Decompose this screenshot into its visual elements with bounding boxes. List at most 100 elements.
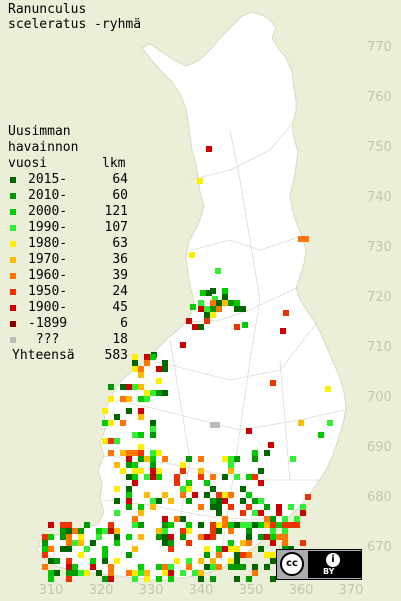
observation-square [48, 576, 54, 582]
observation-square [144, 390, 150, 396]
observation-square [210, 504, 216, 510]
observation-square [144, 456, 150, 462]
observation-square [138, 534, 144, 540]
observation-square [132, 516, 138, 522]
observation-square [228, 528, 234, 534]
observation-square [138, 522, 144, 528]
observation-square [66, 522, 72, 528]
observation-square [84, 570, 90, 576]
title-line-1: Ranunculus [8, 2, 87, 17]
observation-square [222, 300, 228, 306]
observation-square [114, 534, 120, 540]
observation-square [216, 546, 222, 552]
observation-square [300, 510, 306, 516]
legend-item-count: 18 [112, 332, 128, 347]
legend-item-label: 1990- [28, 220, 68, 235]
observation-square [162, 570, 168, 576]
observation-square [138, 456, 144, 462]
observation-square [42, 552, 48, 558]
observation-square [215, 268, 221, 274]
observation-square [126, 384, 132, 390]
observation-square [258, 522, 264, 528]
observation-square [228, 522, 234, 528]
observation-square [180, 534, 186, 540]
observation-square [282, 540, 288, 546]
observation-square [258, 546, 264, 552]
observation-square [162, 492, 168, 498]
observation-square [283, 310, 289, 316]
observation-square [42, 534, 48, 540]
observation-square [240, 552, 246, 558]
legend-item-label: 1960- [28, 268, 68, 283]
observation-square [162, 534, 168, 540]
observation-square [198, 534, 204, 540]
observation-square [204, 312, 210, 318]
legend-swatch [10, 273, 16, 279]
observation-square [198, 474, 204, 480]
observation-square [180, 468, 186, 474]
legend-item-label: ??? [28, 332, 60, 347]
observation-square [216, 552, 222, 558]
observation-square [252, 498, 258, 504]
observation-square [144, 576, 150, 582]
observation-square [214, 422, 220, 428]
observation-square [132, 360, 138, 366]
observation-square [60, 546, 66, 552]
observation-square [90, 558, 96, 564]
grid-label-northing: 770 [367, 40, 392, 55]
observation-square [258, 480, 264, 486]
observation-square [144, 474, 150, 480]
observation-square [168, 546, 174, 552]
observation-square [132, 462, 138, 468]
legend-item-count: 6 [120, 316, 128, 331]
observation-square [114, 438, 120, 444]
observation-square [114, 540, 120, 546]
observation-square [216, 504, 222, 510]
observation-square [90, 564, 96, 570]
observation-square [240, 540, 246, 546]
observation-square [264, 504, 270, 510]
observation-square [66, 546, 72, 552]
observation-square [156, 450, 162, 456]
title-line-2: sceleratus -ryhmä [8, 17, 142, 32]
observation-square [246, 474, 252, 480]
observation-square [156, 366, 162, 372]
observation-square [72, 570, 78, 576]
observation-square [156, 498, 162, 504]
observation-square [132, 546, 138, 552]
observation-square [210, 576, 216, 582]
legend-item-count: 45 [112, 300, 128, 315]
observation-square [212, 296, 218, 302]
observation-square [132, 354, 138, 360]
observation-square [222, 516, 228, 522]
observation-square [210, 300, 216, 306]
cc-by-license-badge[interactable]: cc i BY [276, 549, 362, 580]
observation-square [270, 380, 276, 386]
cc-icon: cc [280, 552, 304, 576]
observation-square [282, 534, 288, 540]
legend-item-count: 60 [112, 188, 128, 203]
observation-square [318, 432, 324, 438]
observation-square [216, 498, 222, 504]
observation-square [78, 534, 84, 540]
observation-square [108, 528, 114, 534]
observation-square [282, 516, 288, 522]
legend-item-count: 64 [112, 172, 128, 187]
observation-square [66, 528, 72, 534]
grid-label-northing: 680 [367, 490, 392, 505]
observation-square [198, 324, 204, 330]
observation-square [108, 570, 114, 576]
observation-square [210, 522, 216, 528]
observation-square [264, 450, 270, 456]
observation-square [108, 450, 114, 456]
observation-square [186, 558, 192, 564]
observation-square [156, 528, 162, 534]
legend-swatch [10, 209, 16, 215]
legend-swatch [10, 257, 16, 263]
observation-square [72, 564, 78, 570]
grid-label-easting: 330 [138, 583, 164, 598]
observation-square [186, 528, 192, 534]
legend-item-label: 1980- [28, 236, 68, 251]
observation-square [240, 564, 246, 570]
